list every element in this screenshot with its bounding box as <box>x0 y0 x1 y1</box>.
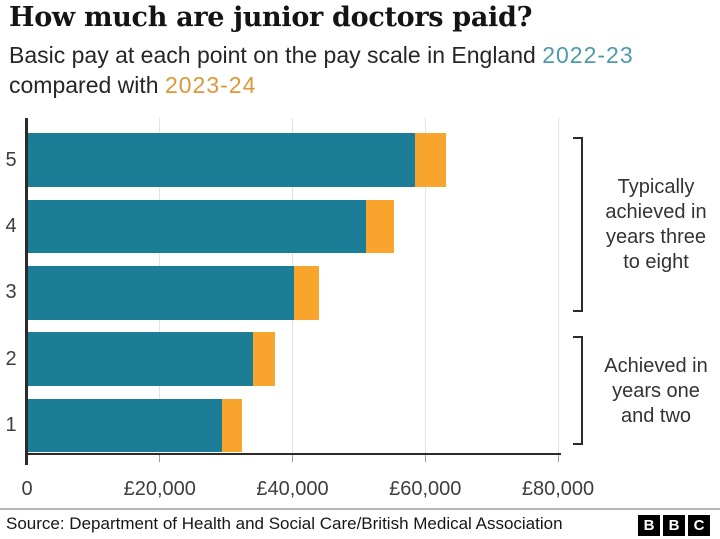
subtitle-line-1: Basic pay at each point on the pay scale… <box>9 40 634 70</box>
x-axis-tick <box>292 455 293 462</box>
bbc-logo-letter: B <box>638 515 660 536</box>
annotation-line: years three <box>605 226 707 249</box>
x-axis-label: £80,000 <box>521 478 595 500</box>
bbc-logo-letter: C <box>688 515 710 536</box>
gridline <box>557 118 559 454</box>
y-axis-label: 3 <box>5 281 17 304</box>
bar-2022-23-segment <box>27 266 295 320</box>
bar-2023-24-segment <box>222 398 243 453</box>
bar-2023-24-segment <box>414 133 447 187</box>
bar-2022-23-segment <box>27 398 223 453</box>
annotation-line: to eight <box>623 251 689 274</box>
y-axis-label: 4 <box>5 214 17 237</box>
chart-title: How much are junior doctors paid? <box>9 2 533 33</box>
bar-chart-plot: 0 £20,000 £40,000 £60,000 £80,000 5 4 3 2 1 <box>0 115 720 510</box>
bar-2023-24-segment <box>252 332 275 386</box>
x-axis-tick <box>159 455 161 462</box>
source-text: Source: Department of Health and Social … <box>6 514 563 533</box>
annotation-line: and two <box>620 404 692 427</box>
annotation-line: years one <box>612 379 700 402</box>
bar-2023-24-segment <box>365 199 395 254</box>
chart-subtitle: Basic pay at each point on the pay scale… <box>9 40 634 100</box>
subtitle-text-1: Basic pay at each point on the pay scale… <box>9 42 543 68</box>
annotation-bracket <box>573 336 583 446</box>
subtitle-text-2: compared with <box>9 72 165 98</box>
x-axis-tick <box>424 455 426 462</box>
annotation-line: Achieved in <box>604 354 708 377</box>
x-axis-tick <box>557 455 559 462</box>
annotation-text: Achieved in years one and two <box>588 354 720 429</box>
subtitle-line-2: compared with 2023-24 <box>9 70 634 100</box>
annotation-text: Typically achieved in years three to eight <box>588 175 720 275</box>
annotation-line: achieved in <box>605 201 707 224</box>
x-axis-line <box>25 453 561 455</box>
bar-2022-23-segment <box>27 332 253 386</box>
x-axis-label: £60,000 <box>389 478 462 500</box>
footer-divider <box>0 508 720 510</box>
gridline <box>424 118 426 454</box>
series-label-2023-24: 2023-24 <box>164 72 257 98</box>
bar-2023-24-segment <box>294 266 319 320</box>
annotation-bracket <box>573 137 583 313</box>
bar-2022-23-segment <box>27 199 366 254</box>
series-label-2022-23: 2022-23 <box>542 42 634 68</box>
x-axis-label: £40,000 <box>256 478 329 500</box>
y-axis-line <box>25 118 28 465</box>
x-axis-label: £20,000 <box>123 478 196 500</box>
y-axis-label: 1 <box>5 413 17 436</box>
x-axis-label: 0 <box>21 478 33 500</box>
bbc-logo-letter: B <box>663 515 685 536</box>
annotation-line: Typically <box>617 176 695 199</box>
y-axis-label: 5 <box>5 148 17 171</box>
y-axis-label: 2 <box>5 347 17 370</box>
bar-2022-23-segment <box>27 133 415 187</box>
